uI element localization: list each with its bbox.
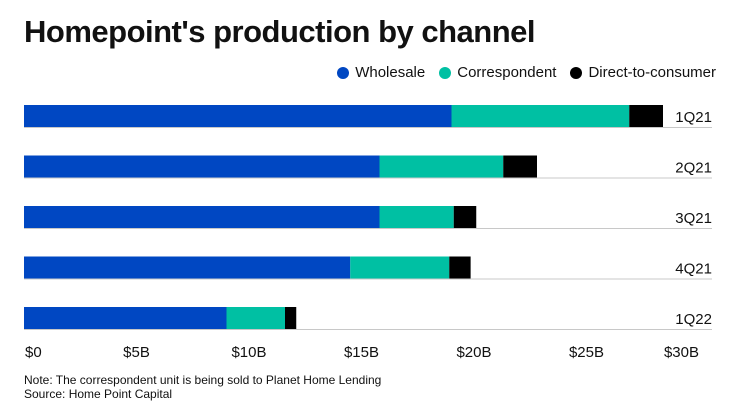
legend-item-direct-to-consumer: Direct-to-consumer: [570, 64, 716, 81]
category-label: 3Q21: [675, 210, 712, 227]
x-tick-label: $0: [25, 344, 42, 361]
bar-segment-direct-to-consumer: [629, 105, 663, 127]
legend-label-wholesale: Wholesale: [355, 64, 426, 81]
legend-label-correspondent: Correspondent: [457, 64, 557, 81]
x-tick-label: $15B: [344, 344, 379, 361]
legend-swatch-direct-to-consumer: [570, 66, 583, 79]
x-tick-label: $10B: [231, 344, 266, 361]
note-text: Note: The correspondent unit is being so…: [24, 373, 382, 387]
bar-segment-correspondent: [379, 155, 504, 178]
source-text: Source: Home Point Capital: [24, 387, 173, 401]
x-tick-label: $25B: [569, 344, 604, 361]
x-tick-label: $20B: [456, 344, 491, 361]
x-tick-label: $5B: [123, 344, 150, 361]
bar-segment-correspondent: [226, 307, 285, 329]
category-label: 1Q22: [675, 311, 712, 328]
x-tick-label: $30B: [664, 344, 699, 361]
bar-segment-direct-to-consumer: [285, 307, 297, 329]
category-label: 4Q21: [675, 261, 712, 278]
bar-segment-wholesale: [24, 105, 452, 127]
category-label: 2Q21: [675, 160, 712, 177]
bar-segment-wholesale: [24, 307, 227, 329]
category-label: 1Q21: [675, 109, 712, 126]
bar-segment-wholesale: [24, 155, 380, 178]
bar-segment-correspondent: [379, 206, 454, 228]
legend-item-correspondent: Correspondent: [439, 64, 556, 81]
bar-segment-correspondent: [451, 105, 630, 127]
bar-segment-direct-to-consumer: [453, 206, 477, 228]
bar-segment-direct-to-consumer: [449, 256, 471, 279]
chart-legend: Wholesale Correspondent Direct-to-consum…: [337, 64, 716, 81]
chart-title: Homepoint's production by channel: [24, 14, 536, 49]
bar-segment-wholesale: [24, 206, 380, 228]
legend-item-wholesale: Wholesale: [337, 64, 425, 81]
bar-segment-direct-to-consumer: [503, 155, 537, 178]
bar-segment-correspondent: [350, 256, 450, 279]
bar-segment-wholesale: [24, 256, 351, 279]
legend-label-direct-to-consumer: Direct-to-consumer: [588, 64, 716, 81]
legend-swatch-correspondent: [439, 66, 452, 79]
legend-swatch-wholesale: [337, 66, 350, 79]
chart-notes: Note: The correspondent unit is being so…: [24, 373, 381, 401]
